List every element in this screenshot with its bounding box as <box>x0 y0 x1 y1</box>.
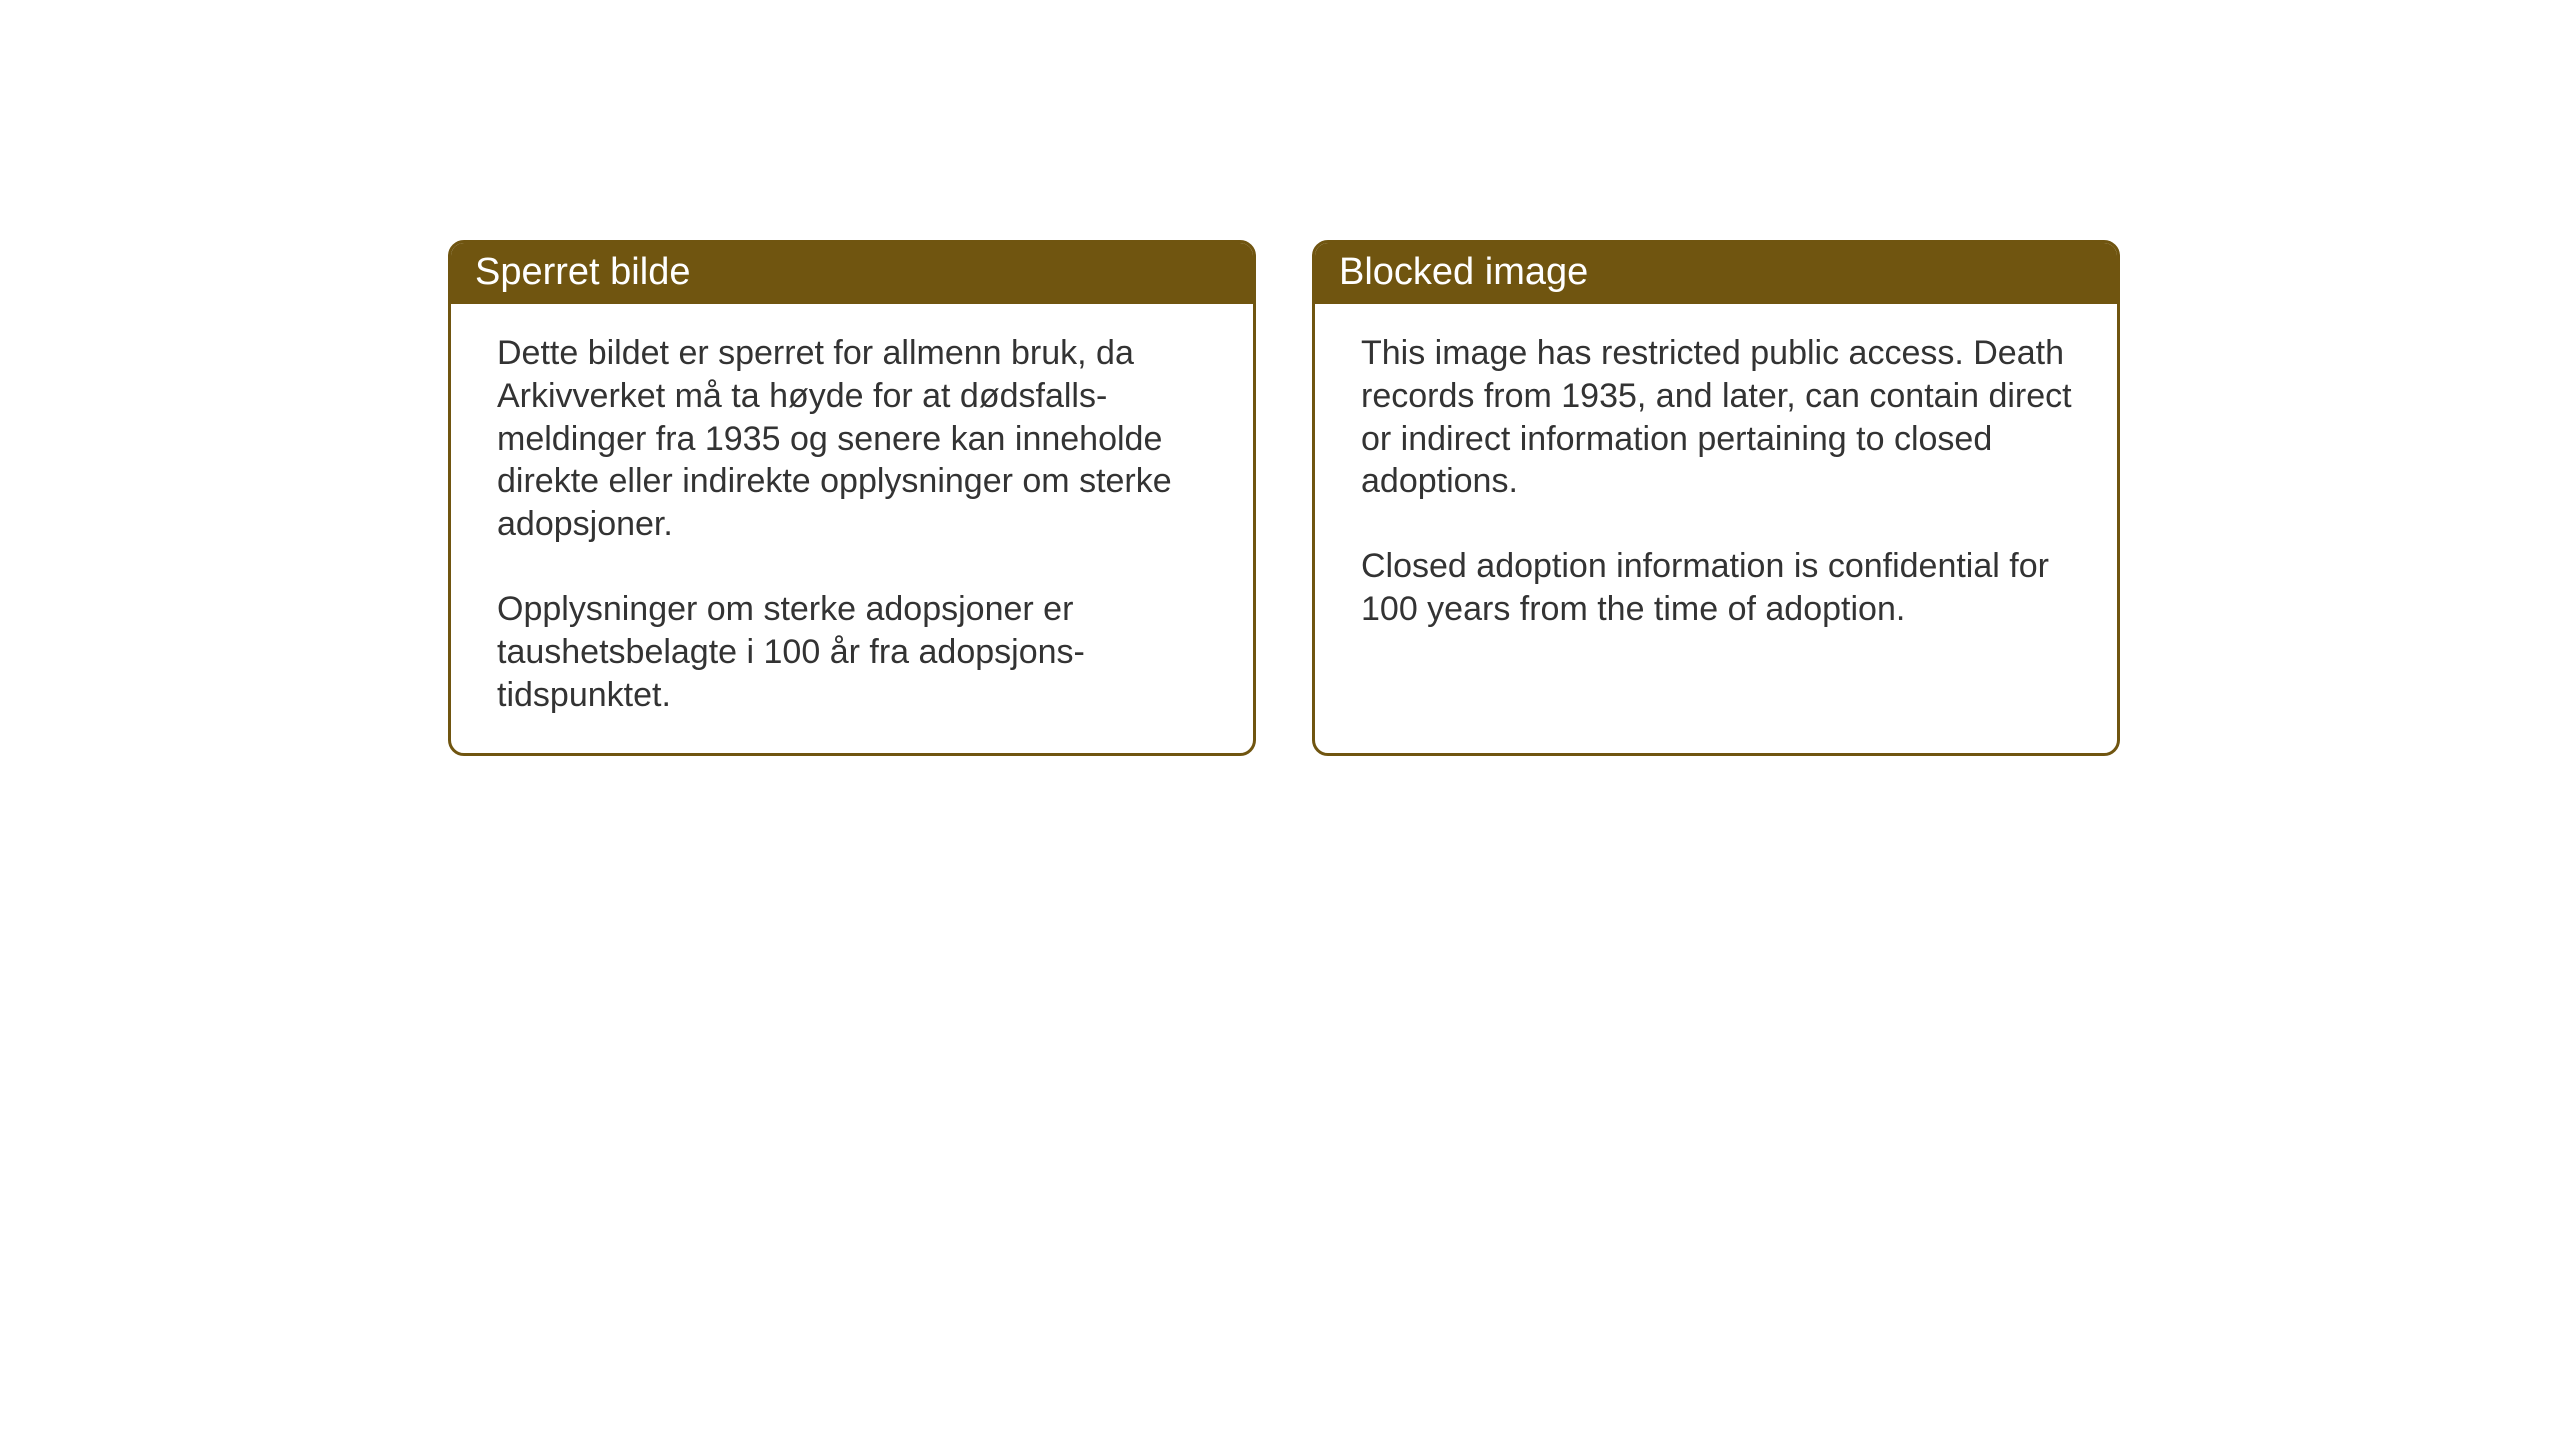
notice-paragraph-1-norwegian: Dette bildet er sperret for allmenn bruk… <box>497 332 1213 546</box>
notice-container: Sperret bilde Dette bildet er sperret fo… <box>448 240 2120 756</box>
notice-body-english: This image has restricted public access.… <box>1315 304 2117 667</box>
notice-box-norwegian: Sperret bilde Dette bildet er sperret fo… <box>448 240 1256 756</box>
notice-box-english: Blocked image This image has restricted … <box>1312 240 2120 756</box>
notice-paragraph-1-english: This image has restricted public access.… <box>1361 332 2077 503</box>
notice-paragraph-2-norwegian: Opplysninger om sterke adopsjoner er tau… <box>497 588 1213 716</box>
notice-body-norwegian: Dette bildet er sperret for allmenn bruk… <box>451 304 1253 753</box>
notice-header-english: Blocked image <box>1315 243 2117 304</box>
notice-paragraph-2-english: Closed adoption information is confident… <box>1361 545 2077 631</box>
notice-header-norwegian: Sperret bilde <box>451 243 1253 304</box>
